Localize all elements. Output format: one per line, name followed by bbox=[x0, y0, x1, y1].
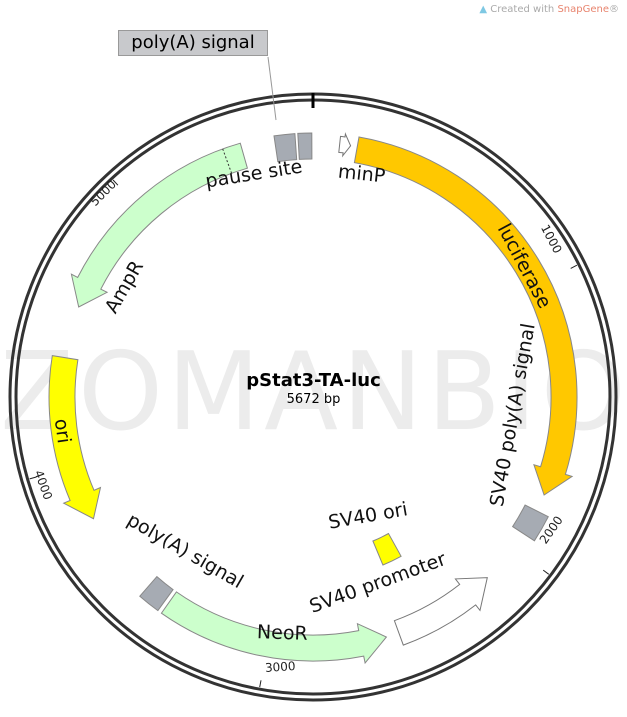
backbone-circle bbox=[8, 92, 618, 702]
feature-ori[interactable] bbox=[48, 355, 102, 520]
watermark: ZOMANBIO bbox=[0, 330, 627, 455]
feature-label-polya-callout[interactable]: poly(A) signal bbox=[118, 30, 268, 56]
tick-mark-1000 bbox=[570, 264, 578, 269]
feature-sv40-promoter[interactable] bbox=[393, 577, 488, 646]
feature-sv40-ori[interactable] bbox=[372, 532, 402, 566]
feature-label-neor[interactable]: NeoR bbox=[256, 621, 309, 645]
tick-mark-3000 bbox=[259, 680, 262, 688]
feature-poly-a-signal[interactable] bbox=[273, 133, 298, 163]
plasmid-name: pStat3-TA-luc bbox=[246, 370, 381, 391]
plasmid-length: 5672 bp bbox=[286, 392, 341, 407]
snapgene-credit[interactable]: ▲ Created with SnapGene® bbox=[479, 4, 619, 15]
feature-pause-site[interactable] bbox=[297, 132, 313, 160]
feature-label-ori[interactable]: ori bbox=[49, 417, 75, 445]
ampr-signal-divider bbox=[222, 148, 233, 174]
feature-luciferase[interactable] bbox=[353, 136, 578, 496]
tick-mark-2000 bbox=[542, 569, 550, 575]
feature-ampr[interactable] bbox=[70, 142, 249, 308]
tick-mark-5000 bbox=[112, 179, 119, 186]
tick-mark-4000 bbox=[29, 476, 37, 480]
feature-sv40-poly-a-signal[interactable] bbox=[511, 504, 549, 542]
feature-poly-a-signal[interactable] bbox=[139, 575, 174, 612]
tick-label-3000: 3000 bbox=[264, 658, 296, 676]
callout-leader-line bbox=[267, 56, 277, 121]
feature-neor[interactable] bbox=[160, 591, 388, 665]
snapgene-logo-icon: ▲ bbox=[479, 4, 488, 15]
feature-minp[interactable] bbox=[338, 132, 352, 158]
